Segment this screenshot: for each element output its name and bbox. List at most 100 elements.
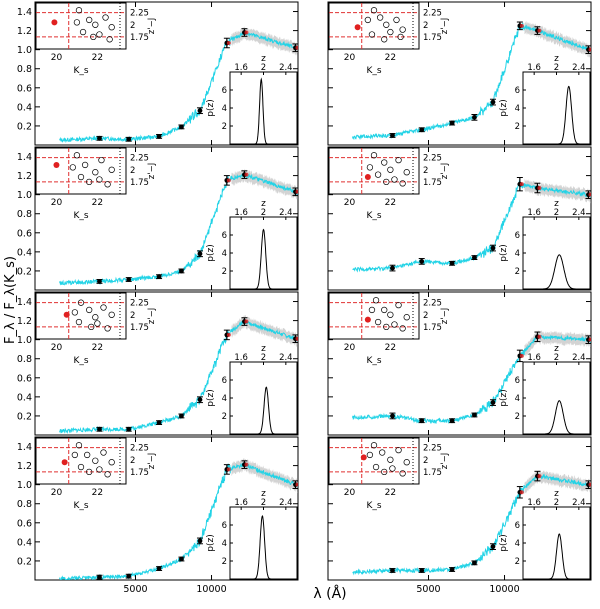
data-point bbox=[490, 544, 496, 550]
cc-point bbox=[381, 468, 388, 476]
data-point bbox=[126, 573, 132, 579]
model-point bbox=[537, 474, 542, 479]
cc-point bbox=[370, 152, 378, 159]
y-tick-label: 1.0 bbox=[17, 480, 32, 491]
cc-point bbox=[90, 33, 97, 41]
cc-point bbox=[381, 306, 388, 314]
cc-point bbox=[391, 176, 398, 183]
panel-4: 20 22 K_s 2.25 2 1.75z'−J 2 4 6 1.6 2 2.4 z p(z) bbox=[327, 146, 592, 291]
model-point bbox=[519, 353, 524, 358]
cc-point bbox=[366, 451, 374, 459]
inset-frame bbox=[35, 147, 127, 195]
plot-area bbox=[352, 469, 591, 576]
pz-y-tick-label: 2 bbox=[515, 267, 520, 277]
data-point bbox=[390, 133, 395, 138]
color-color-inset: 20 22 K_s 2.25 2 1.75z'−J bbox=[328, 292, 450, 366]
cc-x-tick-label: 20 bbox=[344, 198, 356, 208]
cc-y-tick-label: 2.25 bbox=[130, 299, 149, 309]
cc-x-tick-label: 22 bbox=[92, 343, 103, 353]
pz-y-tick-label: 6 bbox=[222, 521, 227, 531]
pz-x-tick-label: 1.6 bbox=[234, 208, 248, 218]
pz-curve bbox=[230, 228, 297, 290]
pz-x-label: z bbox=[554, 199, 559, 209]
cc-point bbox=[86, 178, 93, 186]
cc-y-tick-label: 1.75 bbox=[130, 468, 149, 478]
panel-frame bbox=[327, 1, 592, 146]
pz-x-tick-label: 2 bbox=[554, 208, 559, 218]
cc-x-label: K_s bbox=[73, 501, 88, 511]
cc-x-label: K_s bbox=[73, 211, 88, 221]
pz-inset: 2 4 6 1.6 2 2.4 z p(z) bbox=[499, 199, 591, 290]
cc-x-tick-label: 22 bbox=[92, 53, 103, 63]
color-color-inset: 20 22 K_s 2.25 2 1.75z'−J bbox=[328, 147, 450, 221]
y-tick-label: 0.2 bbox=[17, 121, 32, 132]
y-tick-label: 1.4 bbox=[17, 7, 32, 18]
pz-x-tick-label: 2 bbox=[554, 353, 559, 363]
cc-point bbox=[379, 449, 386, 456]
pz-x-tick-label: 2 bbox=[554, 63, 559, 73]
pz-y-label: p(z) bbox=[499, 389, 509, 406]
cc-point bbox=[83, 451, 91, 459]
y-tick-label: 1.2 bbox=[17, 26, 32, 37]
data-point bbox=[126, 136, 132, 142]
pz-y-tick-label: 4 bbox=[515, 394, 520, 404]
cc-point bbox=[96, 176, 103, 183]
cc-point bbox=[374, 171, 382, 178]
pz-y-label: p(z) bbox=[206, 534, 216, 551]
data-point bbox=[390, 413, 395, 419]
cc-y-tick-label: 2.25 bbox=[423, 9, 442, 19]
pz-x-tick-label: 1.6 bbox=[234, 498, 248, 508]
cc-point bbox=[108, 166, 115, 173]
pz-x-tick-label: 2.4 bbox=[572, 63, 586, 73]
cc-point bbox=[370, 7, 378, 14]
cc-point bbox=[77, 299, 85, 306]
data-point bbox=[179, 413, 184, 419]
pz-x-tick-label: 2 bbox=[261, 353, 266, 363]
pz-curve bbox=[230, 77, 297, 145]
pz-x-tick-label: 2.4 bbox=[572, 353, 586, 363]
plot-area bbox=[352, 330, 591, 425]
cc-point bbox=[86, 468, 93, 476]
data-point bbox=[419, 127, 425, 133]
cc-point bbox=[403, 459, 410, 466]
y-tick-label: 1.0 bbox=[17, 45, 32, 56]
cc-y-tick-label: 2 bbox=[130, 456, 135, 466]
cc-highlight-point bbox=[360, 454, 367, 461]
cc-x-tick-label: 20 bbox=[51, 488, 63, 498]
pz-x-label: z bbox=[554, 54, 559, 64]
data-point bbox=[179, 556, 184, 562]
model-point bbox=[295, 189, 298, 194]
pz-y-tick-label: 4 bbox=[515, 104, 520, 114]
panel-8: 5000 10000 20 22 K_s 2.25 2 1.75z'−J 2 4 6 1.6 2 2.4 z… bbox=[327, 436, 592, 595]
cc-point bbox=[94, 320, 101, 327]
cc-point bbox=[104, 471, 111, 478]
data-point bbox=[390, 265, 395, 271]
cc-point bbox=[71, 451, 79, 459]
data-point bbox=[490, 400, 496, 405]
cc-highlight-point bbox=[61, 459, 68, 466]
cc-point bbox=[381, 159, 388, 166]
cc-x-tick-label: 20 bbox=[51, 53, 63, 63]
y-tick-label: 0.6 bbox=[17, 518, 32, 529]
y-tick-label: 1.2 bbox=[17, 316, 32, 327]
pz-y-tick-label: 4 bbox=[515, 539, 520, 549]
data-point bbox=[472, 114, 477, 120]
pz-inset: 2 4 6 1.6 2 2.4 z p(z) bbox=[499, 344, 591, 435]
pz-inset: 2 4 6 1.6 2 2.4 z p(z) bbox=[499, 54, 591, 145]
pz-x-tick-label: 1.6 bbox=[527, 353, 541, 363]
x-tick-label: 10000 bbox=[489, 584, 519, 595]
data-point bbox=[179, 124, 184, 130]
inset-frame bbox=[328, 2, 420, 50]
model-point bbox=[519, 182, 524, 187]
figure-x-axis-label: λ (Å) bbox=[313, 585, 346, 602]
pz-y-tick-label: 6 bbox=[222, 376, 227, 386]
cc-point bbox=[77, 463, 85, 471]
cc-point bbox=[383, 323, 390, 331]
data-point bbox=[197, 397, 203, 403]
cc-point bbox=[370, 442, 378, 449]
cc-point bbox=[387, 311, 394, 318]
cc-y-tick-label: 1.75 bbox=[423, 178, 442, 188]
cc-point bbox=[102, 14, 109, 21]
data-point bbox=[390, 568, 395, 573]
